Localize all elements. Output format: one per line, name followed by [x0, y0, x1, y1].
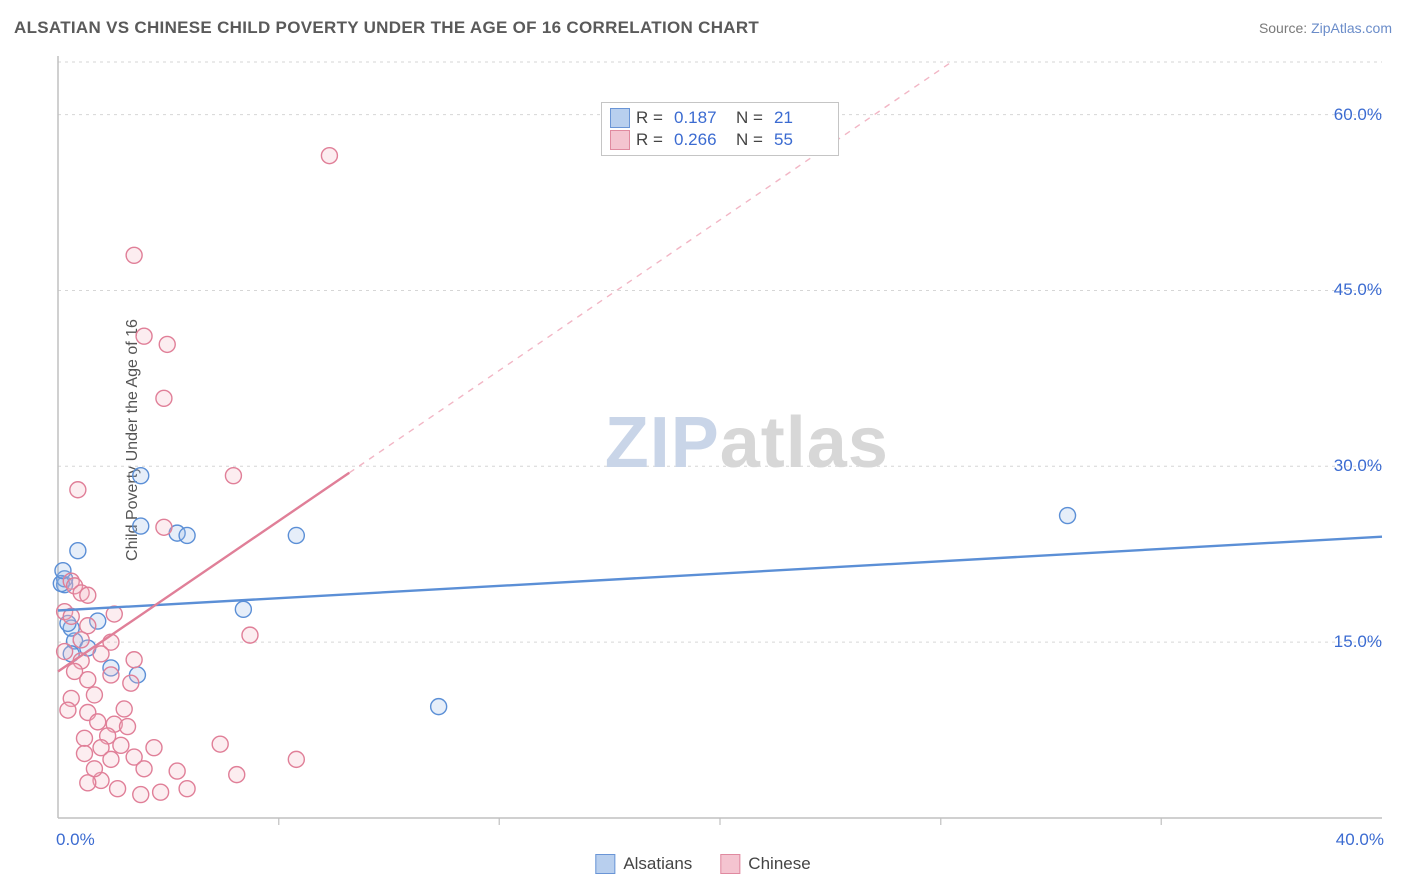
y-tick-label: 45.0%: [1334, 280, 1382, 300]
y-tick-label: 15.0%: [1334, 632, 1382, 652]
legend-swatch-pink: [720, 854, 740, 874]
legend-item-alsatians: Alsatians: [595, 854, 692, 874]
legend-stats-row-chinese: R = 0.266 N = 55: [610, 129, 830, 151]
legend-r-pink: 0.266: [674, 129, 730, 151]
legend-swatch-blue: [610, 108, 630, 128]
legend-n-label: N =: [736, 129, 768, 151]
source-link[interactable]: ZipAtlas.com: [1311, 20, 1392, 36]
chart-svg: [50, 48, 1390, 838]
legend-n-blue: 21: [774, 107, 830, 129]
chart-header: ALSATIAN VS CHINESE CHILD POVERTY UNDER …: [14, 18, 1392, 38]
legend-label-chinese: Chinese: [748, 854, 810, 874]
chart-area: ZIPatlas R = 0.187 N = 21 R = 0.266 N = …: [50, 48, 1390, 838]
legend-item-chinese: Chinese: [720, 854, 810, 874]
chart-title: ALSATIAN VS CHINESE CHILD POVERTY UNDER …: [14, 18, 759, 38]
legend-series: Alsatians Chinese: [595, 854, 810, 874]
legend-swatch-pink: [610, 130, 630, 150]
x-tick-label: 0.0%: [56, 830, 95, 850]
legend-swatch-blue: [595, 854, 615, 874]
source-attribution: Source: ZipAtlas.com: [1259, 20, 1392, 36]
legend-n-label: N =: [736, 107, 768, 129]
source-label: Source:: [1259, 20, 1311, 36]
legend-label-alsatians: Alsatians: [623, 854, 692, 874]
legend-r-label: R =: [636, 129, 668, 151]
legend-stats: R = 0.187 N = 21 R = 0.266 N = 55: [601, 102, 839, 156]
x-tick-label: 40.0%: [1336, 830, 1384, 850]
legend-n-pink: 55: [774, 129, 830, 151]
legend-r-blue: 0.187: [674, 107, 730, 129]
legend-r-label: R =: [636, 107, 668, 129]
y-tick-label: 30.0%: [1334, 456, 1382, 476]
y-tick-label: 60.0%: [1334, 105, 1382, 125]
legend-stats-row-alsatians: R = 0.187 N = 21: [610, 107, 830, 129]
